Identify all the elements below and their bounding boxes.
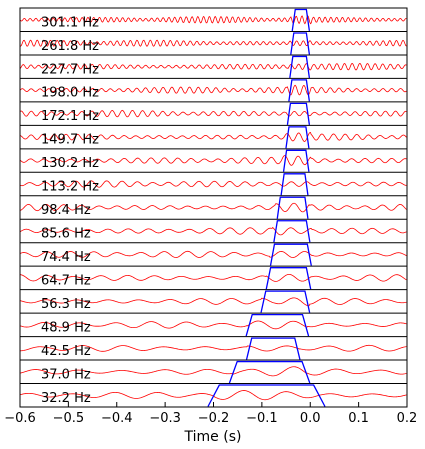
window-trapezoid — [285, 126, 310, 149]
series-row: 48.9 Hz — [19, 312, 407, 337]
series-row: 198.0 Hz — [19, 77, 407, 102]
series-row: 149.7 Hz — [19, 124, 407, 149]
window-trapezoid — [269, 243, 312, 266]
series-row: 64.7 Hz — [19, 265, 407, 290]
x-axis-label: Time (s) — [184, 429, 242, 445]
series-label: 37.0 Hz — [41, 367, 91, 382]
x-tick-label: −0.3 — [149, 411, 181, 426]
signal-line — [19, 274, 407, 282]
x-tick-label: −0.2 — [198, 411, 230, 426]
series-row: 42.5 Hz — [19, 336, 407, 360]
window-trapezoid — [282, 149, 310, 172]
x-axis: −0.6 −0.5 −0.4 −0.3 −0.2 −0.1 0.0 0.1 0.2 — [4, 402, 417, 426]
signal-line — [19, 84, 407, 96]
window-trapezoid — [245, 337, 301, 360]
x-tick-label: −0.1 — [246, 411, 278, 426]
series-label: 42.5 Hz — [41, 344, 91, 359]
signal-line — [19, 39, 407, 47]
series-label: 149.7 Hz — [41, 133, 99, 148]
series-row: 261.8 Hz — [19, 30, 407, 55]
window-trapezoid — [265, 267, 312, 290]
signal-line — [19, 63, 407, 71]
signal-line — [19, 109, 407, 118]
window-trapezoid — [228, 360, 311, 384]
window-trapezoid — [289, 55, 311, 79]
series-row: 37.0 Hz — [19, 359, 407, 384]
signal-line — [19, 297, 407, 307]
series-label: 172.1 Hz — [41, 109, 99, 124]
window-trapezoid — [288, 79, 311, 102]
window-trapezoid — [276, 196, 309, 219]
series-row: 130.2 Hz — [19, 148, 407, 172]
signal-line — [19, 226, 407, 236]
signal-line — [19, 366, 407, 377]
signal-line — [19, 155, 407, 166]
x-tick-label: 0.1 — [348, 411, 369, 426]
series-label: 227.7 Hz — [41, 62, 99, 77]
x-tick-label: 0.2 — [397, 411, 418, 426]
series-row: 172.1 Hz — [19, 101, 407, 125]
x-tick-label: 0.0 — [300, 411, 321, 426]
series-label: 64.7 Hz — [41, 273, 91, 288]
window-trapezoid — [280, 173, 309, 196]
signal-line — [19, 15, 407, 25]
window-trapezoid — [245, 313, 310, 337]
signal-line — [19, 202, 407, 213]
window-trapezoid — [290, 32, 311, 55]
series-label: 261.8 Hz — [41, 39, 99, 54]
window-trapezoid — [260, 290, 311, 313]
window-trapezoid — [207, 384, 326, 407]
series-label: 198.0 Hz — [41, 86, 99, 101]
signal-line — [19, 180, 407, 188]
series-row: 98.4 Hz — [19, 195, 407, 219]
signal-line — [19, 131, 407, 142]
series-label: 301.1 Hz — [41, 15, 99, 30]
series-row: 85.6 Hz — [19, 218, 407, 243]
series-row: 301.1 Hz — [19, 8, 407, 32]
series-row: 74.4 Hz — [19, 242, 407, 266]
series-row: 32.2 Hz — [19, 383, 407, 407]
series-label: 74.4 Hz — [41, 250, 91, 265]
x-tick-label: −0.5 — [53, 411, 85, 426]
window-trapezoid — [286, 102, 311, 125]
series-rows: 301.1 Hz 261.8 Hz 227.7 Hz 198.0 Hz 172.1 Hz… — [19, 8, 407, 407]
x-tick-label: −0.6 — [4, 411, 36, 426]
series-label: 98.4 Hz — [41, 203, 91, 218]
series-row: 113.2 Hz — [19, 171, 407, 196]
signal-line — [19, 250, 407, 258]
plot-frame — [19, 7, 408, 408]
signal-line — [19, 344, 407, 352]
series-label: 56.3 Hz — [41, 297, 91, 312]
window-trapezoid — [291, 8, 311, 32]
signal-line — [19, 320, 407, 330]
series-label: 48.9 Hz — [41, 320, 91, 335]
series-label: 113.2 Hz — [41, 180, 99, 195]
x-tick-label: −0.4 — [101, 411, 133, 426]
series-row: 56.3 Hz — [19, 289, 407, 313]
series-row: 227.7 Hz — [19, 54, 407, 79]
series-label: 130.2 Hz — [41, 156, 99, 171]
series-label: 85.6 Hz — [41, 227, 91, 242]
series-label: 32.2 Hz — [41, 391, 91, 406]
window-trapezoid — [273, 220, 311, 243]
